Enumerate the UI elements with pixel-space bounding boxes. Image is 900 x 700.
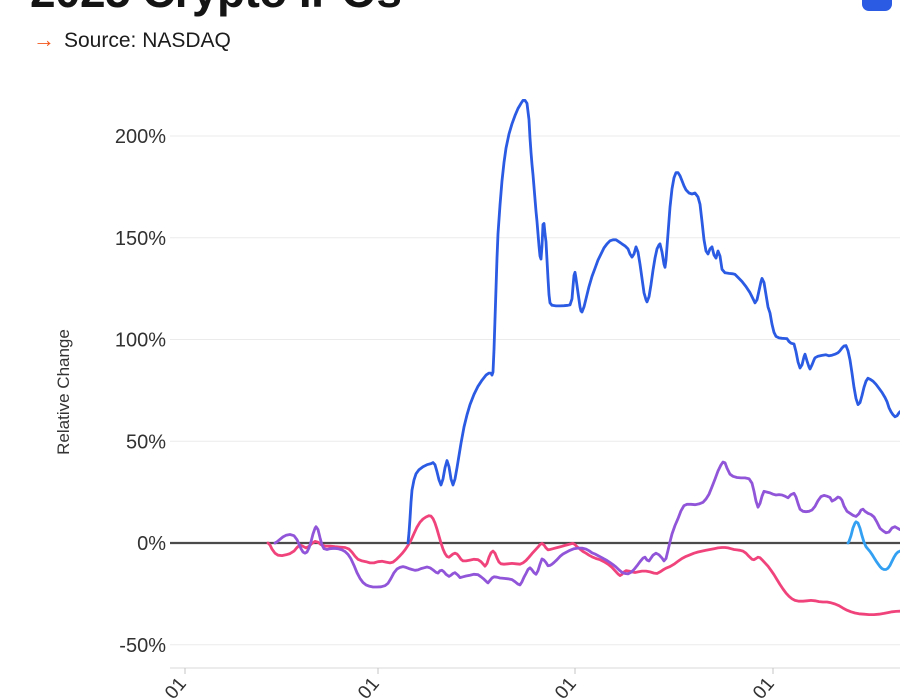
page-title: 2025 Crypto IPOs	[30, 0, 402, 18]
series-line-blue	[406, 99, 900, 545]
y-tick-label: 200%	[115, 126, 166, 148]
source-text: Source: NASDAQ	[64, 28, 231, 52]
y-tick-label: -50%	[119, 635, 166, 657]
y-tick-label: 150%	[115, 228, 166, 250]
x-tick-label: 01	[354, 674, 384, 700]
series-line-pink	[266, 514, 900, 616]
arrow-right-icon: →	[33, 27, 55, 52]
legend-chip[interactable]	[862, 0, 892, 11]
x-tick-label: 01	[161, 674, 191, 700]
source-line: → Source: NASDAQ	[33, 29, 231, 51]
y-tick-label: 50%	[126, 431, 166, 453]
series-line-light-blue	[846, 520, 900, 571]
y-tick-label: 100%	[115, 330, 166, 352]
y-tick-label: 0%	[137, 533, 166, 555]
series-line-purple	[273, 460, 900, 589]
x-tick-label: 01	[749, 674, 779, 700]
x-tick-label: 01	[551, 674, 581, 700]
